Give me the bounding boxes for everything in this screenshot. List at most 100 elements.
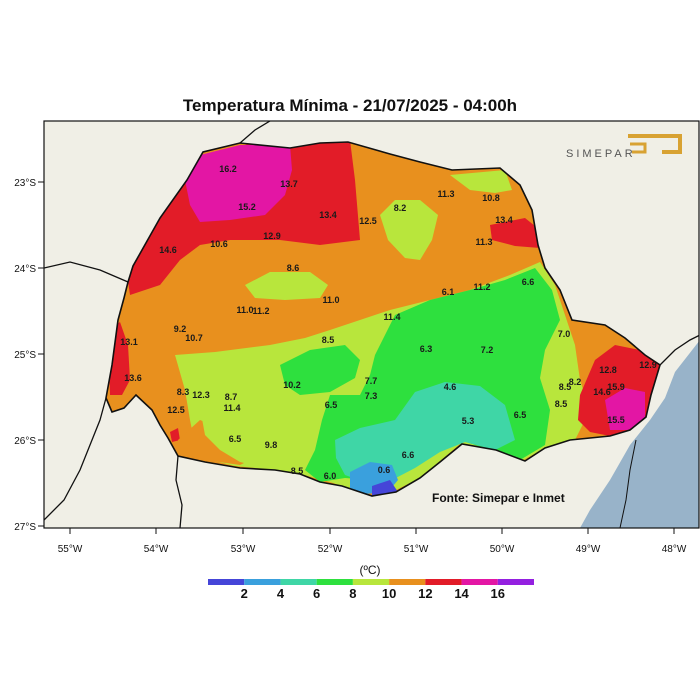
legend-label: 12 [418,586,432,601]
station-value: 10.2 [283,380,301,390]
station-value: 13.1 [120,337,138,347]
border-paraguay-ms [44,261,129,283]
legend-swatch [461,579,498,585]
station-value: 6.0 [324,471,337,481]
station-value: 11.2 [473,282,490,292]
legend-swatch [280,579,317,585]
legend-label: 14 [454,586,469,601]
border-sp-coast [659,334,699,366]
station-value: 6.6 [522,277,535,287]
legend-label: 10 [382,586,396,601]
station-value: 6.5 [325,400,338,410]
station-value: 7.2 [481,345,494,355]
temperature-fields [106,142,660,496]
legend-unit: (ºC) [359,563,381,577]
station-value: 12.8 [599,365,617,375]
station-value: 8.2 [569,377,582,387]
y-tick-label: 27°S [14,522,36,533]
station-value: 15.9 [607,382,625,392]
station-value: 12.5 [359,216,377,226]
station-value: 10.6 [210,239,228,249]
border-sc-west [175,455,183,528]
station-value: 7.7 [365,376,378,386]
y-tick-label: 26°S [14,436,36,447]
station-value: 10.8 [482,193,500,203]
station-value: 11.4 [383,312,400,322]
simepar-logo: SIMEPAR [566,134,682,160]
station-value: 8.5 [559,382,572,392]
station-value: 6.5 [229,434,242,444]
y-axis: 23°S 24°S 25°S 26°S 27°S [14,178,44,533]
station-value: 8.7 [225,392,238,402]
station-value: 8.2 [394,203,407,213]
station-value: 4.6 [444,382,457,392]
x-tick-label: 49°W [576,544,601,555]
x-tick-label: 55°W [58,544,83,555]
legend-swatch [389,579,426,585]
legend-swatch [425,579,462,585]
legend-label: 2 [241,586,248,601]
y-tick-label: 24°S [14,264,36,275]
station-value: 7.3 [365,391,378,401]
legend-swatch [497,579,534,585]
legend-label: 6 [313,586,320,601]
x-tick-label: 50°W [490,544,515,555]
station-value: 9.8 [265,440,278,450]
station-value: 13.6 [124,373,142,383]
ocean [580,341,699,528]
color-legend: 2 4 6 8 10 12 14 16 [208,579,534,601]
legend-swatch [352,579,390,585]
x-tick-label: 48°W [662,544,687,555]
y-tick-label: 25°S [14,350,36,361]
station-value: 13.4 [495,215,513,225]
station-value: 12.5 [167,405,185,415]
station-value: 9.2 [174,324,187,334]
station-value: 6.6 [402,450,415,460]
x-tick-label: 52°W [318,544,343,555]
x-axis: 55°W 54°W 53°W 52°W 51°W 50°W 49°W 48°W [58,528,687,555]
x-tick-label: 53°W [231,544,256,555]
coastline-sc [619,439,637,528]
station-value: 8.5 [555,399,568,409]
station-value: 8.6 [287,263,300,273]
border-sp-north [239,121,271,144]
station-value: 12.3 [192,390,210,400]
legend-swatch [208,579,245,585]
station-value: 16.2 [219,164,237,174]
map-frame [43,120,700,529]
source-text: Fonte: Simepar e Inmet [432,491,565,505]
logo-text: SIMEPAR [566,148,636,160]
legend-label: 8 [349,586,356,601]
x-tick-label: 51°W [404,544,429,555]
station-value: 7.0 [558,329,571,339]
station-value: 13.4 [319,210,337,220]
station-value: 11.3 [437,189,454,199]
station-value: 15.5 [607,415,625,425]
y-tick-label: 23°S [14,178,36,189]
station-value: 0.6 [378,465,391,475]
x-tick-label: 54°W [144,544,169,555]
station-value: 14.6 [593,387,611,397]
station-value: 11.3 [475,237,492,247]
station-value: 8.3 [177,387,190,397]
station-value: 11.0 [236,305,253,315]
station-value: 12.9 [263,231,281,241]
legend-label: 16 [491,586,505,601]
station-value: 6.1 [442,287,455,297]
station-value: 12.9 [639,360,657,370]
map-title: Temperatura Mínima - 21/07/2025 - 04:00h [182,96,518,115]
station-value: 15.2 [238,202,256,212]
parana-border [105,141,661,497]
legend-swatch [244,579,281,585]
legend-swatch [316,579,353,585]
station-value: 6.5 [514,410,527,420]
station-value: 5.3 [462,416,475,426]
station-value: 6.3 [420,344,433,354]
station-value: 8.5 [291,466,304,476]
station-value: 10.7 [185,333,203,343]
border-argentina [44,397,107,521]
station-value: 14.6 [159,245,177,255]
station-value: 11.4 [223,403,240,413]
station-value: 13.7 [280,179,298,189]
